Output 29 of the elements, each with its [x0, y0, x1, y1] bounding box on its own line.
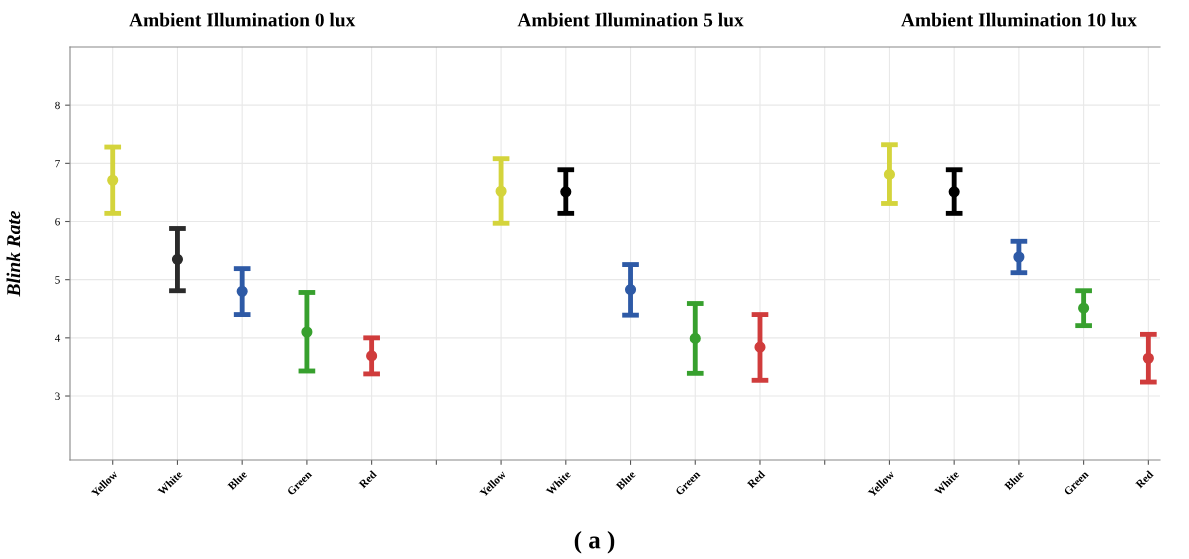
y-tick-label: 7 [55, 159, 60, 168]
point [560, 186, 572, 198]
point [624, 284, 637, 296]
point [883, 168, 895, 180]
text: ( a ) [574, 530, 615, 554]
point [948, 186, 960, 198]
x-tick-label: Blue [615, 469, 636, 491]
x-tick-label: Blue [1003, 469, 1025, 491]
point [301, 326, 313, 338]
point [171, 253, 184, 265]
y-tick-label: 5 [55, 276, 60, 284]
point [495, 185, 507, 197]
y-tick-label: 6 [55, 218, 60, 226]
point [1078, 302, 1090, 314]
y-axis-title: Blink Rate [6, 210, 21, 297]
point [107, 174, 119, 186]
text: Ambient Illumination 0 lux [129, 12, 356, 27]
x-tick-label: Blue [227, 469, 248, 491]
text: Ambient Illumination 10 lux [901, 12, 1137, 27]
point [236, 285, 248, 297]
point [754, 341, 766, 353]
y-tick-label: 4 [54, 334, 61, 342]
y-tick-label: 8 [55, 101, 60, 110]
text: Ambient Illumination 5 lux [517, 12, 744, 27]
point [689, 332, 701, 344]
point [366, 350, 378, 362]
point [1013, 251, 1025, 263]
y-tick-label: 3 [55, 392, 60, 400]
point [1142, 352, 1154, 364]
